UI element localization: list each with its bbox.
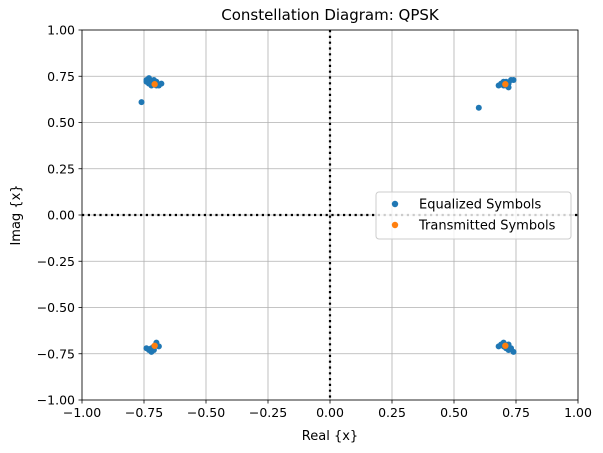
x-tick-label-1: −0.75 (125, 405, 163, 420)
x-axis-label: Real {x} (302, 429, 358, 444)
point-s0-11 (143, 78, 150, 85)
point-s1-0 (151, 81, 158, 88)
legend: Equalized Symbols Transmitted Symbols (375, 191, 572, 240)
point-s1-1 (502, 81, 509, 88)
point-s0-22 (495, 82, 502, 89)
x-tick-label-7: 0.75 (502, 405, 530, 420)
point-s0-41 (495, 343, 502, 350)
legend-box (375, 191, 572, 240)
x-tick-label-8: 1.00 (564, 405, 592, 420)
x-tick-label-4: 0.00 (316, 405, 344, 420)
chart-title: Constellation Diagram: QPSK (221, 6, 440, 24)
point-s0-31 (143, 345, 150, 352)
y-tick-label-7: 0.75 (47, 69, 75, 84)
legend-label-transmitted: Transmitted Symbols (418, 219, 556, 234)
y-tick-label-3: −0.25 (37, 254, 75, 269)
y-tick-label-5: 0.25 (47, 161, 75, 176)
x-tick-label-2: −0.50 (187, 405, 225, 420)
y-tick-label-6: 0.50 (47, 115, 75, 130)
point-s0-23 (475, 104, 482, 111)
y-tick-label-8: 1.00 (47, 23, 75, 38)
x-tick-label-3: −0.25 (249, 405, 287, 420)
x-tick-label-5: 0.25 (378, 405, 406, 420)
point-s1-2 (151, 342, 158, 349)
y-axis-ticks: −1.00 −0.75 −0.50 −0.25 0.00 0.25 0.50 0.75 1.00 (37, 23, 82, 408)
legend-marker-equalized (391, 200, 399, 208)
x-tick-label-0: −1.00 (63, 405, 101, 420)
y-tick-label-4: 0.00 (47, 208, 75, 223)
point-s0-12 (138, 99, 145, 106)
series-points (138, 75, 517, 355)
series-1 (151, 81, 509, 349)
legend-marker-transmitted (391, 221, 399, 229)
y-tick-label-2: −0.50 (37, 300, 75, 315)
legend-label-equalized: Equalized Symbols (419, 198, 542, 213)
point-s0-40 (510, 348, 517, 355)
point-s0-21 (510, 76, 517, 83)
point-s0-9 (158, 80, 165, 87)
y-tick-label-1: −0.75 (37, 346, 75, 361)
y-tick-label-0: −1.00 (37, 393, 75, 408)
x-axis-ticks: −1.00 −0.75 −0.50 −0.25 0.00 0.25 0.50 0.75 1.00 (63, 400, 592, 420)
x-tick-label-6: 0.50 (440, 405, 468, 420)
y-axis-label: Imag {x} (9, 184, 24, 245)
point-s1-3 (502, 342, 509, 349)
